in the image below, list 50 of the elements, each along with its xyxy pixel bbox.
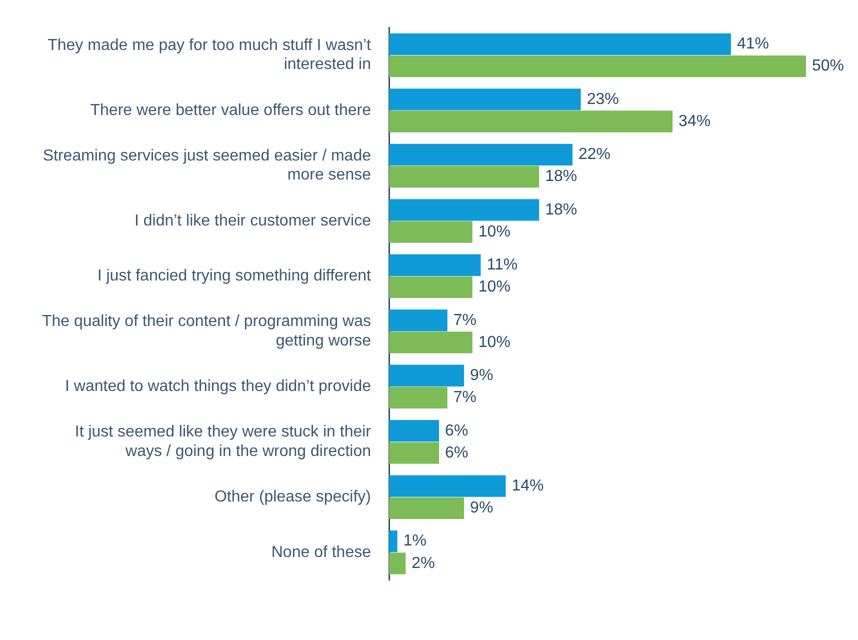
bar <box>389 442 440 464</box>
y-tick-label: I wanted to watch things they didn’t provide <box>65 378 372 396</box>
data-label: 6% <box>445 444 468 462</box>
data-label: 10% <box>478 223 510 240</box>
bar <box>389 88 581 110</box>
bar <box>389 364 464 386</box>
bar <box>389 497 464 520</box>
data-label: 14% <box>512 478 544 494</box>
bar <box>389 420 440 442</box>
data-label: 2% <box>412 554 435 572</box>
data-label: 9% <box>470 367 494 384</box>
data-label: 34% <box>678 112 711 130</box>
y-tick-label: Streaming services just seemed easier / made more sense <box>42 148 372 184</box>
data-label: 18% <box>545 168 578 186</box>
data-label: 22% <box>578 146 611 164</box>
bar <box>389 310 448 332</box>
y-tick-label: None of these <box>271 544 372 561</box>
bar <box>389 144 572 166</box>
y-tick-label: It just seemed like they were stuck in their ways / going in the wrong direction <box>74 424 372 460</box>
y-tick-label: I just fancied trying something different <box>97 268 372 285</box>
y-tick-label: They made me pay for too much stuff I wasn’t interested in <box>48 37 372 74</box>
data-label: 41% <box>736 36 769 53</box>
data-label: 1% <box>403 532 426 550</box>
bar <box>389 530 398 552</box>
y-tick-label: I didn’t like their customer service <box>134 212 372 230</box>
bar <box>389 221 472 243</box>
data-label: 7% <box>453 312 477 329</box>
bar <box>389 254 481 276</box>
data-label: 7% <box>453 389 477 406</box>
bar <box>389 199 540 221</box>
data-label: 10% <box>478 278 510 296</box>
data-label: 10% <box>478 334 510 351</box>
bar <box>389 55 806 78</box>
bar <box>389 33 731 55</box>
data-label: 6% <box>445 422 468 440</box>
data-label: 18% <box>545 201 578 218</box>
bar <box>389 552 406 574</box>
bar <box>389 332 472 354</box>
bar <box>389 166 540 188</box>
y-tick-label: The quality of their content / programming was getting worse <box>42 313 372 350</box>
bar <box>389 110 673 132</box>
y-tick-label: Other (please specify) <box>214 488 371 506</box>
data-label: 9% <box>470 500 494 517</box>
bar <box>389 475 506 497</box>
bar <box>389 386 448 409</box>
data-label: 50% <box>812 58 844 75</box>
data-label: 23% <box>586 90 619 108</box>
bar <box>389 276 472 298</box>
y-tick-label: There were better value offers out there <box>90 102 372 119</box>
data-label: 11% <box>486 256 518 274</box>
